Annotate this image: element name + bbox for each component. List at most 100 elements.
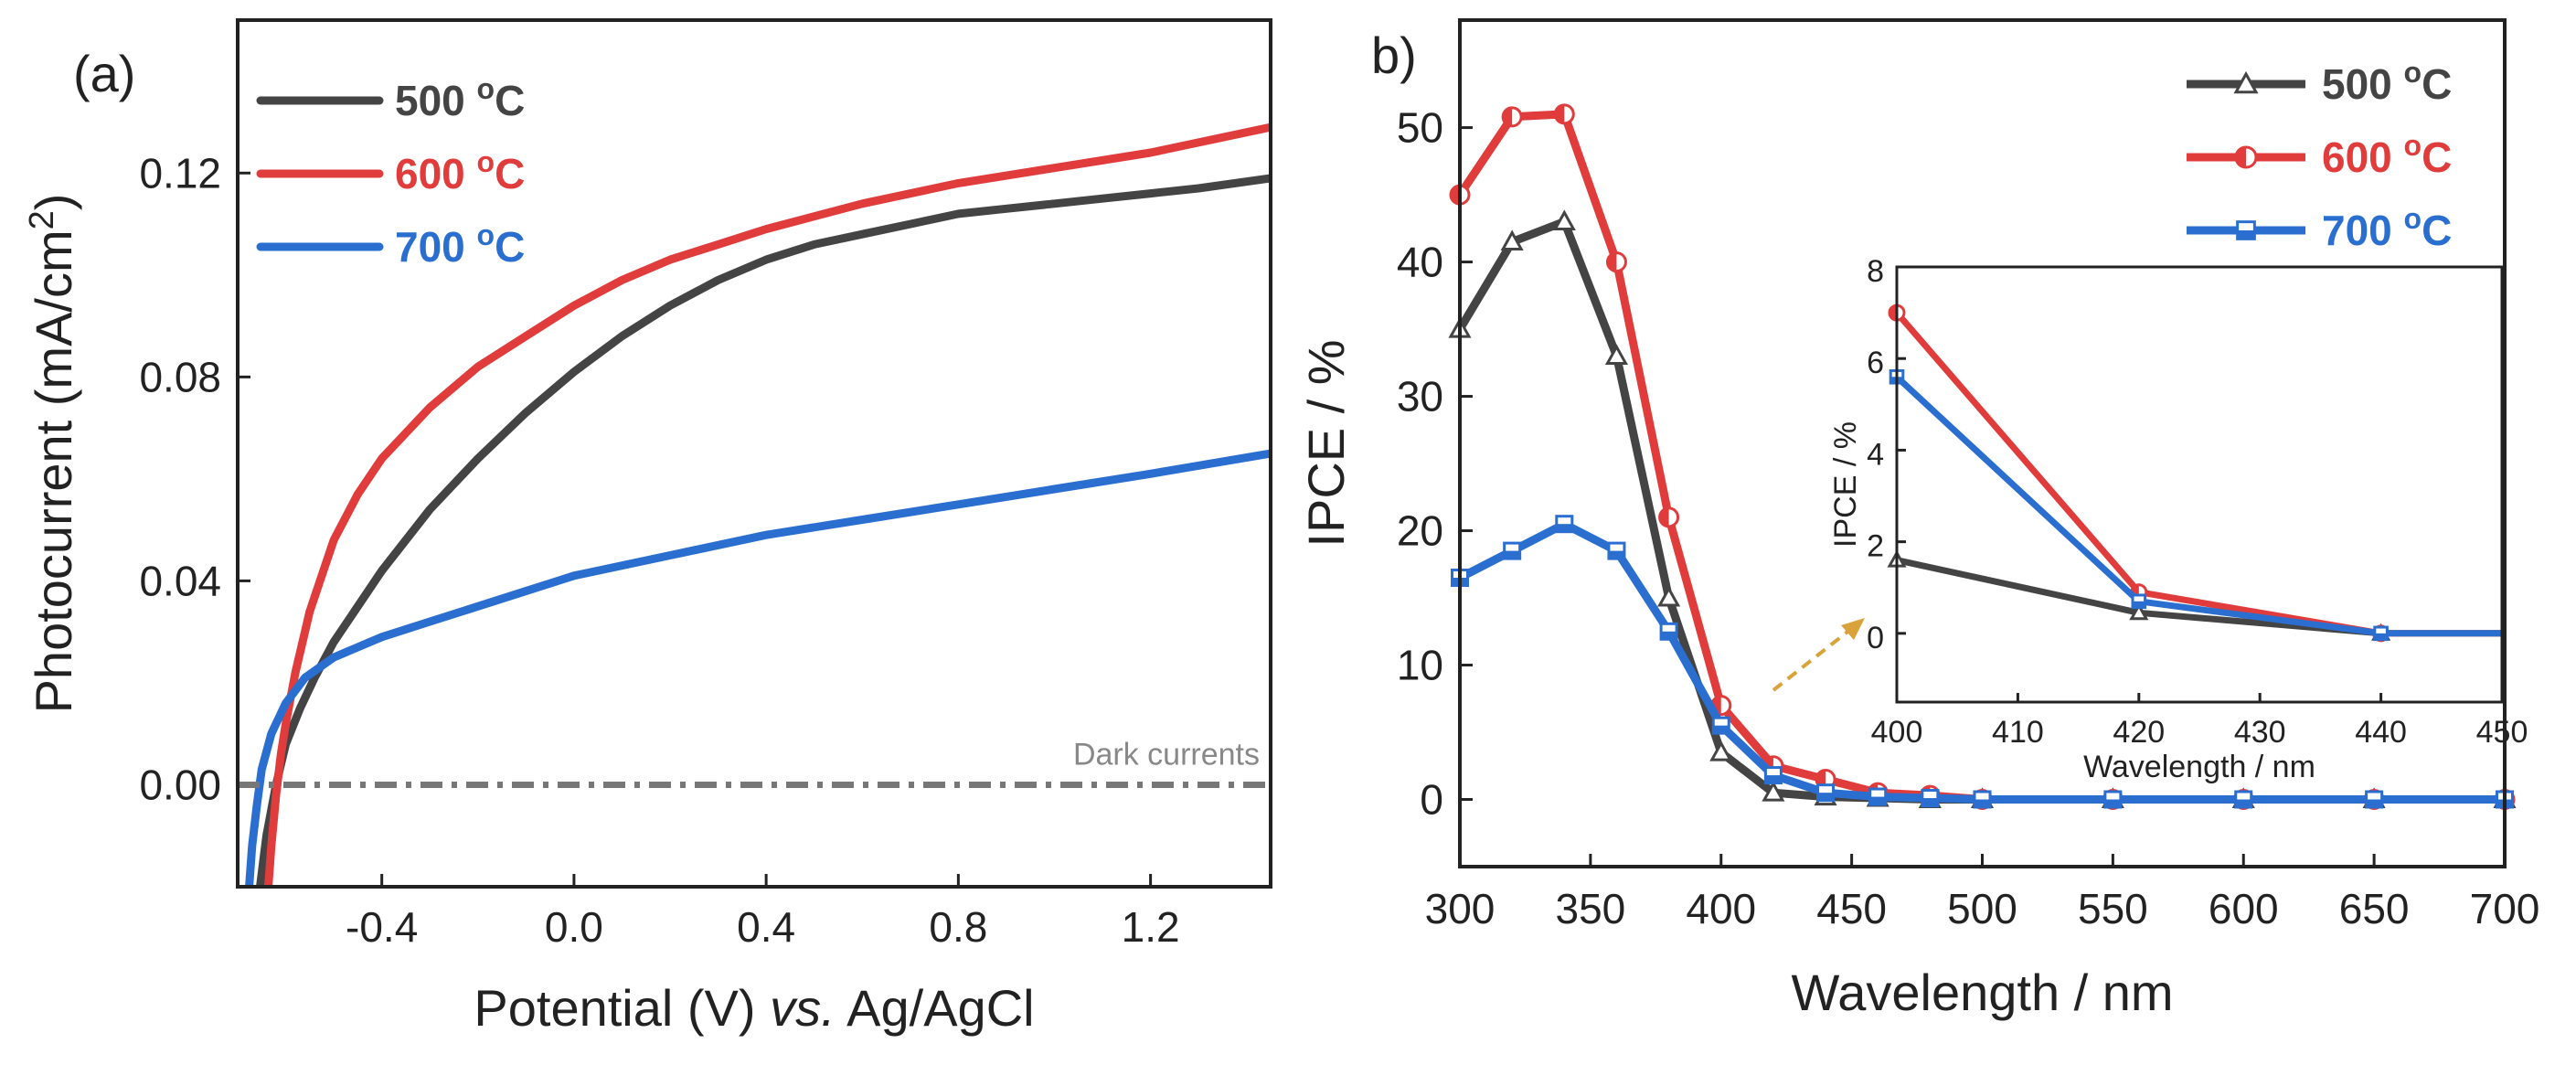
inset-x-tick-label-3: 430 xyxy=(2234,715,2286,750)
inset-y-tick-label-4: 8 xyxy=(1867,254,1884,289)
inset-x-tick-label-5: 450 xyxy=(2476,715,2528,750)
inset-pointer-arrow-line xyxy=(1772,627,1853,692)
panel-b-series-2-marker-1-fill xyxy=(1504,550,1520,559)
panel-b-series-2-marker-13-fill xyxy=(2366,799,2382,808)
inset-ticks: 400 410 420 430 440 450 0 2 4 6 8 xyxy=(1867,254,2528,750)
panel-b-x-axis-label: Wavelength / nm xyxy=(1791,964,2173,1021)
inset-series-line-2 xyxy=(1894,374,2502,637)
panel-a-legend: 500 oC 600 oC 700 oC xyxy=(256,72,525,271)
panel-b-inset: 400 410 420 430 440 450 0 2 4 6 8 IPCE / % Wavelen… xyxy=(1828,254,2528,784)
panel-a-series-line-1 xyxy=(264,122,1271,887)
inset-series-2-marker-1-fill xyxy=(2133,601,2145,608)
panel-a-ticks: -0.4 0.0 0.4 0.8 1.2 0.00 0.04 0.08 0.12 xyxy=(139,149,1179,951)
panel-a-x-tick-label-3: 0.8 xyxy=(929,903,987,951)
panel-b-series-0-marker-6 xyxy=(1762,781,1785,802)
panel-b-frame xyxy=(1458,18,2507,868)
panel-b-x-tick-label-0: 300 xyxy=(1425,885,1496,932)
panel-b-y-axis-label: IPCE / % xyxy=(1297,339,1355,547)
panel-a-series-line-2 xyxy=(245,449,1271,887)
panel-b-legend-marker-700 xyxy=(2236,220,2256,240)
panel-b-x-tick-label-6: 600 xyxy=(2209,885,2279,932)
panel-b-legend-label-500: 500 oC xyxy=(2322,56,2452,108)
panel-b-series-2-marker-6-fill xyxy=(1765,775,1782,783)
panel-a-legend-item-700: 700 oC xyxy=(256,218,525,271)
panel-b-series-2-marker-4-fill xyxy=(1661,631,1677,640)
panel-b-series-2-marker-7-fill xyxy=(1817,793,1834,801)
inset-x-tick-label-0: 400 xyxy=(1871,715,1923,750)
panel-b-series-1-marker-1-fill xyxy=(1503,107,1513,126)
panel-a-legend-label-700: 700 oC xyxy=(395,218,525,271)
panel-b-x-tick-label-2: 400 xyxy=(1686,885,1756,932)
panel-b-series-0-marker-4 xyxy=(1657,585,1681,607)
inset-x-tick-label-4: 440 xyxy=(2355,715,2407,750)
panel-b-y-tick-label-3: 30 xyxy=(1397,373,1443,421)
panel-b-series-0-marker-1 xyxy=(1500,229,1524,251)
panel-a-y-tick-label-2: 0.08 xyxy=(139,353,221,400)
panel-b-y-tick-label-4: 40 xyxy=(1397,239,1443,286)
inset-x-tick-label-1: 410 xyxy=(1992,715,2044,750)
panel-b-series xyxy=(1448,103,2517,811)
panel-a-legend-label-500: 500 oC xyxy=(395,72,525,124)
panel-a-x-tick-label-0: -0.4 xyxy=(346,903,418,951)
inset-y-tick-label-3: 6 xyxy=(1867,346,1884,380)
panel-b-legend-marker-shape-2-fill xyxy=(2237,230,2255,240)
panel-b-series-2-marker-11-fill xyxy=(2104,799,2121,808)
panel-b-series-2-marker-8-fill xyxy=(1869,796,1886,805)
panel-a-x-tick-label-4: 1.2 xyxy=(1122,903,1180,951)
panel-b-legend-marker-shape-1-fill xyxy=(2236,147,2246,167)
panel-b-series-2-marker-12-fill xyxy=(2235,799,2251,808)
panel-b-label: b) xyxy=(1371,27,1417,84)
panel-b-x-tick-label-8: 700 xyxy=(2470,885,2540,932)
panel-b-legend-marker-shape-0 xyxy=(2233,70,2259,94)
panel-a-label: (a) xyxy=(73,45,135,102)
panel-b-series-2-marker-2-fill xyxy=(1556,524,1572,532)
panel-b-legend-label-600: 600 oC xyxy=(2322,129,2452,181)
panel-b-y-tick-label-1: 10 xyxy=(1397,642,1443,689)
panel-b-legend: 500 oC 600 oC 700 oC xyxy=(2187,56,2452,254)
panel-b-x-tick-label-3: 450 xyxy=(1816,885,1887,932)
panel-a-series xyxy=(238,122,1271,887)
inset-frame xyxy=(1895,265,2504,704)
inset-x-axis-label: Wavelength / nm xyxy=(2083,750,2315,784)
panel-b-legend-label-700: 700 oC xyxy=(2322,202,2452,254)
panel-b-y-tick-label-0: 0 xyxy=(1420,776,1443,824)
panel-a-chart: -0.4 0.0 0.4 0.8 1.2 0.00 0.04 0.08 0.12 Photocu… xyxy=(23,18,1272,1037)
panel-a-x-tick-label-2: 0.4 xyxy=(737,903,795,951)
panel-b-y-tick-label-2: 20 xyxy=(1397,507,1443,555)
panel-b-series-1-marker-2-fill xyxy=(1555,104,1565,123)
inset-series-2-marker-2-fill xyxy=(2374,633,2388,640)
panel-a-x-axis-label: Potential (V) vs. Ag/AgCl xyxy=(474,979,1034,1037)
panel-b-legend-marker-500 xyxy=(2233,70,2259,94)
panel-b-series-0-marker-5 xyxy=(1709,740,1733,761)
panel-b-x-tick-label-4: 500 xyxy=(1947,885,2017,932)
panel-a-y-tick-label-3: 0.12 xyxy=(139,149,221,197)
inset-series xyxy=(1887,304,2502,643)
panel-b-series-0-marker-2 xyxy=(1552,209,1576,230)
panel-b-legend-marker-600 xyxy=(2234,145,2258,169)
panel-b-series-2-marker-3-fill xyxy=(1608,550,1624,559)
panel-a-y-tick-label-1: 0.04 xyxy=(139,557,221,604)
panel-a-legend-item-500: 500 oC xyxy=(256,72,525,124)
panel-a-dark-currents-annotation: Dark currents xyxy=(1073,737,1260,772)
panel-b-series-2-marker-10-fill xyxy=(1975,799,1990,808)
inset-x-tick-label-2: 420 xyxy=(2113,715,2165,750)
panel-a-legend-label-600: 600 oC xyxy=(395,145,525,197)
panel-b-series-1-marker-3-fill xyxy=(1607,252,1617,272)
inset-pointer-arrow-head xyxy=(1841,618,1865,640)
panel-a-frame xyxy=(236,18,1272,889)
panel-a-y-axis-label: Photocurrent (mA/cm2) xyxy=(23,194,82,714)
panel-b-series-2-marker-5-fill xyxy=(1713,725,1730,734)
panel-b-y-tick-label-5: 50 xyxy=(1397,104,1443,152)
panel-b-x-tick-label-1: 350 xyxy=(1556,885,1626,932)
panel-a-legend-item-600: 600 oC xyxy=(256,145,525,197)
panel-b-legend-item-500: 500 oC xyxy=(2187,56,2452,108)
panel-b-series-2-marker-9-fill xyxy=(1921,798,1938,806)
panel-a-series-line-0 xyxy=(255,174,1271,887)
inset-y-axis-label: IPCE / % xyxy=(1828,421,1863,548)
inset-background xyxy=(1897,267,2502,702)
inset-y-tick-label-0: 0 xyxy=(1867,621,1884,655)
panel-b-series-1-marker-0-fill xyxy=(1451,186,1460,205)
